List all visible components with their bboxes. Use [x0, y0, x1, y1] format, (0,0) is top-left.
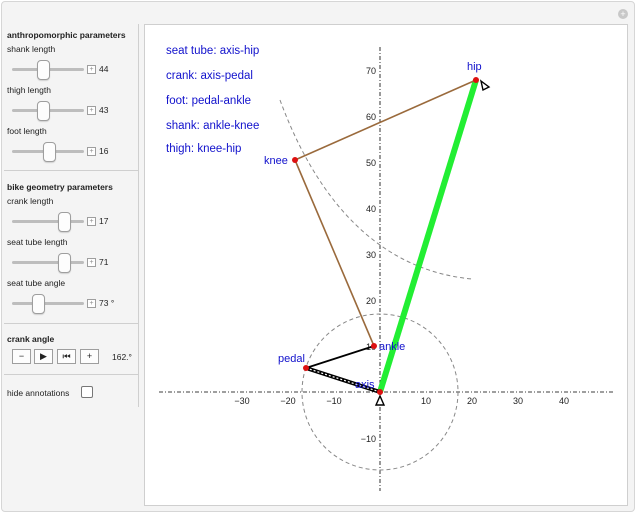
section-divider: [4, 323, 138, 324]
seat-tube-length-slider[interactable]: [12, 253, 84, 273]
y-tick-label: 40: [366, 204, 376, 214]
section-divider: [4, 374, 138, 375]
expand-plus-icon[interactable]: +: [87, 65, 96, 74]
crank-angle-value: 162.°: [112, 352, 132, 362]
shank-segment: [294, 159, 375, 347]
slider-thumb[interactable]: [58, 212, 71, 232]
annotation-thigh: thigh: knee-hip: [166, 143, 241, 155]
plot-area: seat tube: axis-hip crank: axis-pedal fo…: [144, 24, 628, 506]
seat-tube-length-label: seat tube length: [7, 237, 68, 247]
plus-circle-icon[interactable]: +: [618, 9, 628, 19]
bike-fit-diagram: seat tube: axis-hip crank: axis-pedal fo…: [159, 45, 613, 491]
reset-button[interactable]: ⏮: [57, 349, 76, 364]
expand-plus-icon[interactable]: +: [87, 106, 96, 115]
anthropomorphic-heading: anthropomorphic parameters: [7, 30, 126, 40]
crank-arm-dash: [305, 367, 381, 393]
crank-angle-controls: − ▶ ⏮ +: [12, 349, 112, 364]
crank-length-label: crank length: [7, 196, 54, 206]
x-tick-label: 30: [513, 396, 523, 406]
y-tick-label: 50: [366, 158, 376, 168]
expand-plus-icon[interactable]: +: [87, 217, 96, 226]
section-divider: [4, 170, 138, 171]
decrement-button[interactable]: −: [12, 349, 31, 364]
pedal-label: pedal: [278, 353, 305, 365]
y-tick-label: 20: [366, 296, 376, 306]
x-tick-label: 10: [421, 396, 431, 406]
seat-tube: [377, 79, 479, 393]
increment-button[interactable]: +: [80, 349, 99, 364]
bike-geometry-heading: bike geometry parameters: [7, 182, 113, 192]
ankle-label: ankle: [379, 341, 405, 353]
slider-thumb[interactable]: [32, 294, 45, 314]
shank-length-slider[interactable]: [12, 60, 84, 80]
y-tick-label: 70: [366, 66, 376, 76]
expand-plus-icon[interactable]: +: [87, 258, 96, 267]
foot-segment: [305, 345, 375, 369]
foot-length-slider[interactable]: [12, 142, 84, 162]
play-button[interactable]: ▶: [34, 349, 53, 364]
crank-length-value: 17: [99, 216, 109, 226]
x-tick-label: −10: [326, 396, 341, 406]
seat-tube-length-value: 71: [99, 257, 109, 267]
annotation-shank: shank: ankle-knee: [166, 120, 259, 132]
thigh-length-value: 43: [99, 105, 109, 115]
shank-length-label: shank length: [7, 44, 56, 54]
thigh-length-label: thigh length: [7, 85, 51, 95]
ankle-joint: [371, 343, 377, 349]
crank-circle: [301, 313, 459, 471]
hip-marker-icon: [479, 79, 491, 92]
thigh-segment: [294, 79, 477, 161]
controls-panel: anthropomorphic parameters shank length …: [2, 24, 139, 407]
expand-plus-icon[interactable]: +: [87, 147, 96, 156]
slider-thumb[interactable]: [58, 253, 71, 273]
axis-label: axis: [355, 379, 375, 391]
knee-arc: [279, 99, 473, 280]
seat-tube-angle-value: 73 °: [99, 298, 115, 308]
seat-tube-angle-slider[interactable]: [12, 294, 84, 314]
hip-label: hip: [467, 61, 482, 73]
crank-length-slider[interactable]: [12, 212, 84, 232]
seat-tube-angle-label: seat tube angle: [7, 278, 66, 288]
y-tick-label: 60: [366, 112, 376, 122]
knee-joint: [292, 157, 298, 163]
crank-angle-heading: crank angle: [7, 334, 55, 344]
hide-annotations-checkbox[interactable]: [81, 386, 93, 398]
expand-plus-icon[interactable]: +: [87, 299, 96, 308]
annotation-crank: crank: axis-pedal: [166, 70, 253, 82]
slider-thumb[interactable]: [37, 101, 50, 121]
y-tick-label: 30: [366, 250, 376, 260]
annotation-seat-tube: seat tube: axis-hip: [166, 45, 259, 57]
shank-length-value: 44: [99, 64, 109, 74]
x-tick-label: −30: [234, 396, 249, 406]
foot-length-label: foot length: [7, 126, 47, 136]
axis-marker-icon: [374, 394, 386, 406]
x-tick-label: 40: [559, 396, 569, 406]
hip-joint: [473, 77, 479, 83]
x-tick-label: −20: [280, 396, 295, 406]
y-tick-label: −10: [361, 434, 376, 444]
foot-length-value: 16: [99, 146, 109, 156]
slider-thumb[interactable]: [43, 142, 56, 162]
axis-joint: [377, 389, 383, 395]
pedal-joint: [303, 365, 309, 371]
annotation-foot: foot: pedal-ankle: [166, 95, 251, 107]
hide-annotations-label: hide annotations: [7, 388, 70, 398]
thigh-length-slider[interactable]: [12, 101, 84, 121]
knee-label: knee: [264, 155, 288, 167]
x-tick-label: 20: [467, 396, 477, 406]
slider-thumb[interactable]: [37, 60, 50, 80]
